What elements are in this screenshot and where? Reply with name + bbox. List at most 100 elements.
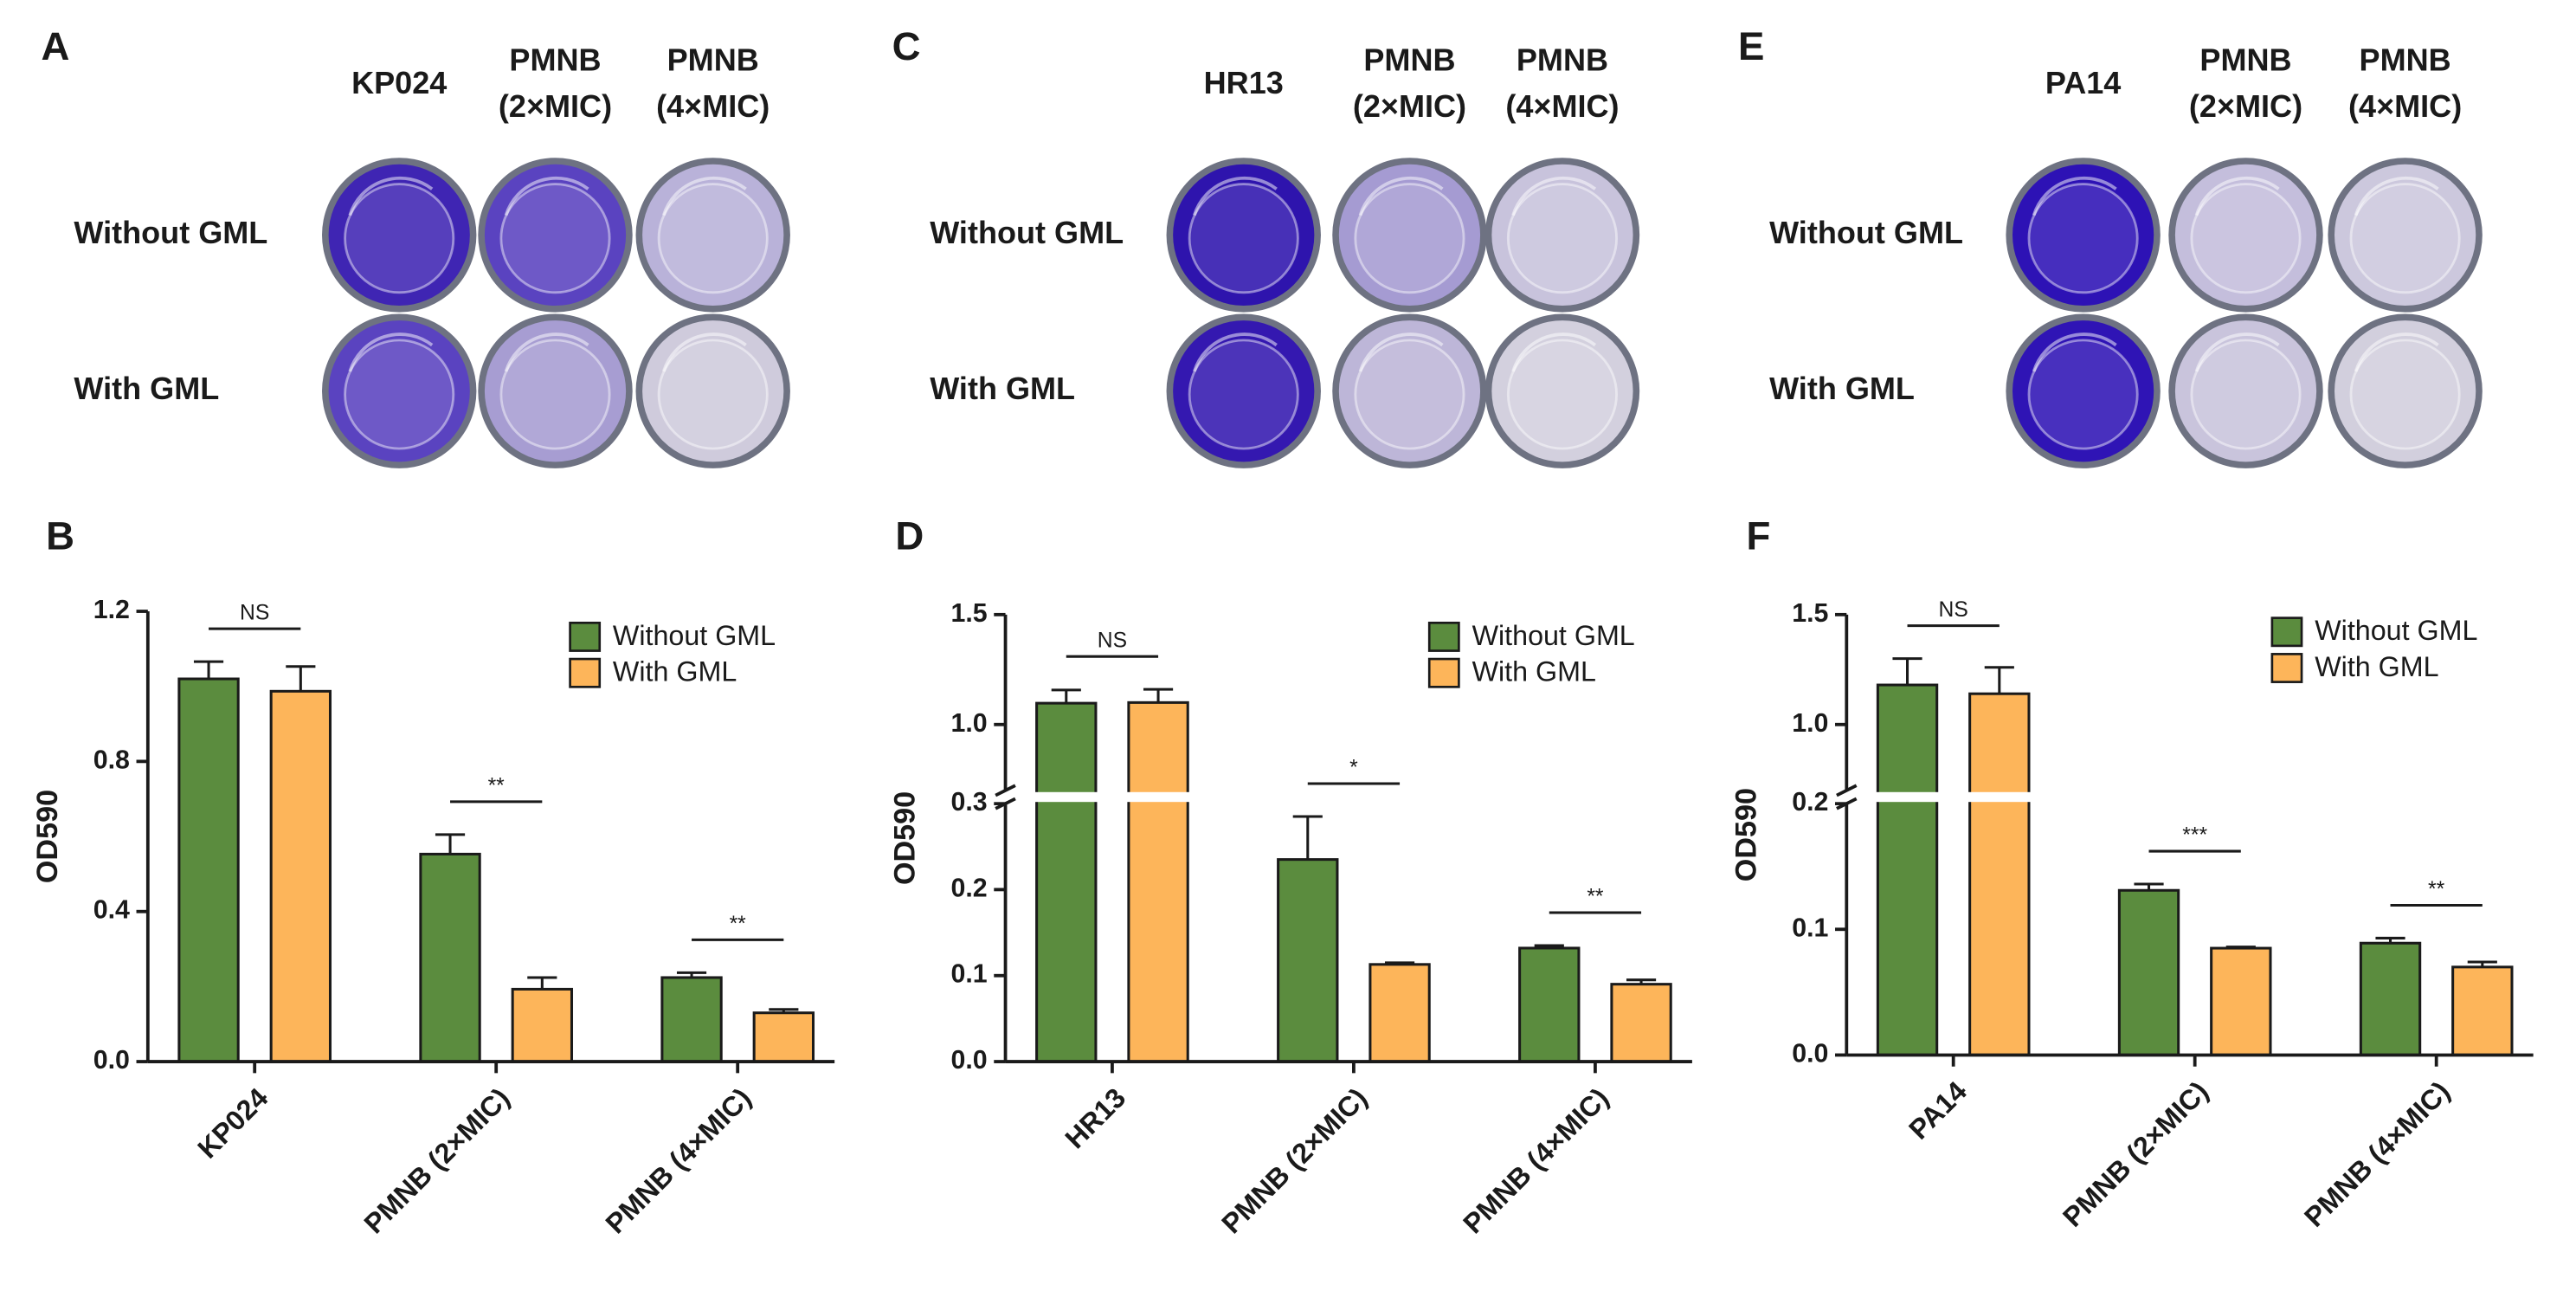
column-header: (2×MIC) [2189, 88, 2302, 124]
well-inner [344, 339, 455, 450]
well-glare [504, 332, 589, 372]
panel-letter: E [1738, 24, 1764, 68]
well-glare [348, 332, 434, 372]
well-glare [2354, 176, 2439, 216]
legend-label: Without GML [613, 620, 776, 651]
y-tick-label: 0.0 [93, 1046, 130, 1075]
well-glare [1358, 332, 1444, 372]
bar [2359, 941, 2422, 1056]
bar [1277, 858, 1339, 1063]
well [1338, 164, 1481, 307]
well-glare [1511, 176, 1597, 216]
legend-label: With GML [2315, 651, 2438, 682]
well-inner [2190, 339, 2302, 450]
bar [2117, 888, 2180, 1056]
significance-label: ** [488, 774, 506, 797]
break-slash [1836, 784, 1858, 797]
legend-swatch [1427, 657, 1460, 688]
y-tick-label: 0.2 [950, 874, 987, 902]
column-header: PMNB [1517, 42, 1608, 78]
y-tick-label: 1.0 [950, 709, 987, 738]
well [328, 164, 470, 307]
well-glare [348, 176, 434, 216]
well [1338, 320, 1481, 462]
well-inner [499, 183, 611, 294]
column-header: PMNB [2199, 42, 2291, 78]
well [328, 320, 470, 462]
well-inner [2349, 183, 2461, 294]
significance-label: ** [730, 913, 747, 936]
well-inner [2027, 339, 2139, 450]
y-tick-label: 0.3 [950, 788, 987, 817]
y-tick-label: 1.5 [950, 599, 987, 628]
bar [1876, 683, 1939, 1056]
row-label: With GML [74, 371, 219, 406]
break-slash [995, 797, 1016, 810]
well [2012, 164, 2154, 307]
column-header: (4×MIC) [2348, 88, 2462, 124]
well-glare [2194, 332, 2280, 372]
row-label: Without GML [1769, 215, 1963, 250]
legend-label: With GML [1472, 656, 1596, 688]
axis-break-gap [989, 791, 1696, 803]
well-inner [1506, 183, 1619, 294]
well [2334, 164, 2476, 307]
well-glare [1358, 176, 1444, 216]
legend-swatch [2270, 653, 2303, 683]
legend-swatch [2270, 616, 2303, 648]
panel-letter: B [46, 514, 74, 558]
significance-label: *** [2182, 823, 2207, 847]
column-header: PMNB [2360, 42, 2451, 78]
break-slash [1836, 797, 1858, 810]
y-axis-label: OD590 [889, 791, 922, 885]
well-glare [2354, 332, 2439, 372]
bar [1518, 946, 1581, 1063]
well-inner [499, 339, 611, 450]
bar [419, 852, 481, 1063]
bar [2210, 946, 2272, 1056]
well [2174, 164, 2317, 307]
panel-letter: F [1747, 514, 1771, 558]
bar [660, 976, 723, 1063]
well-glare [1511, 332, 1597, 372]
significance-label: ** [2428, 878, 2445, 901]
well-glare [504, 176, 589, 216]
well-inner [1506, 339, 1619, 450]
legend-swatch [569, 621, 602, 652]
column-header: KP024 [351, 65, 447, 100]
significance-label: ** [1587, 885, 1604, 908]
well-glare [1193, 332, 1278, 372]
bar [2451, 965, 2514, 1056]
well [1173, 164, 1315, 307]
well-glare [2032, 332, 2117, 372]
well-inner [2190, 183, 2302, 294]
y-tick-label: 0.1 [1792, 913, 1828, 942]
column-header: (2×MIC) [499, 88, 612, 124]
significance-label: NS [1939, 598, 1968, 622]
column-header: PMNB [667, 42, 759, 78]
y-tick-label: 1.2 [93, 596, 130, 624]
panel-letter: A [41, 24, 69, 68]
row-label: Without GML [930, 215, 1124, 250]
well-glare [661, 332, 747, 372]
row-label: With GML [930, 371, 1075, 406]
well [642, 164, 784, 307]
legend-label: Without GML [1472, 620, 1635, 651]
well-glare [2194, 176, 2280, 216]
break-slash [995, 784, 1016, 797]
well-inner [1354, 183, 1465, 294]
column-header: PMNB [509, 42, 601, 78]
legend-label: With GML [613, 656, 737, 688]
y-axis-label: OD590 [31, 790, 64, 883]
y-tick-label: 0.0 [950, 1046, 987, 1075]
panel-letter: D [895, 514, 924, 558]
well-inner [657, 183, 769, 294]
well [2334, 320, 2476, 462]
well-inner [2349, 339, 2461, 450]
column-header: (2×MIC) [1353, 88, 1466, 124]
panel-letter: C [892, 24, 921, 68]
legend-swatch [569, 657, 602, 688]
bar [269, 689, 332, 1063]
y-tick-label: 0.0 [1792, 1039, 1828, 1068]
